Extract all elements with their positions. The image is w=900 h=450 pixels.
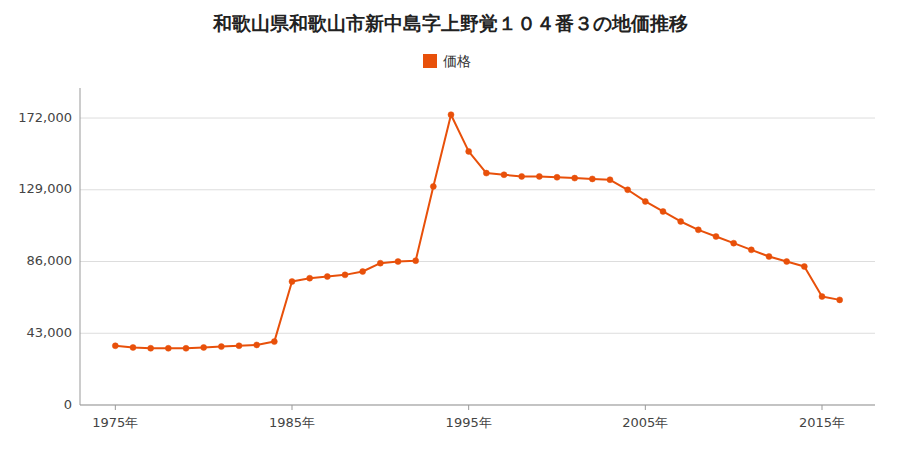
point [413,258,419,264]
y-tick-label: 172,000 [18,110,72,125]
point [748,247,754,253]
point [784,259,790,265]
point [324,274,330,280]
y-tick-label: 86,000 [27,253,73,268]
point [342,272,348,278]
grid-line [80,118,875,119]
point [837,297,843,303]
x-tick [115,405,116,410]
point [201,344,207,350]
point [130,344,136,350]
x-tick [822,405,823,410]
point [713,233,719,239]
y-tick-label: 129,000 [18,181,72,196]
point [448,112,454,118]
data-layer [112,112,842,352]
legend-swatch [423,54,437,68]
chart-svg: 和歌山県和歌山市新中島字上野覚１０４番３の地価推移 0 43,000 86,000 12… [0,0,900,450]
y-tick-labels: 0 43,000 86,000 129,000 172,000 [18,110,72,412]
point [112,343,118,349]
point [572,175,578,181]
chart-container: 和歌山県和歌山市新中島字上野覚１０４番３の地価推移 0 43,000 86,000 12… [0,0,900,450]
legend: 価格 [423,53,471,69]
grid-line [80,261,875,262]
point [183,345,189,351]
point [678,218,684,224]
point [236,343,242,349]
point [766,254,772,260]
point [360,269,366,275]
y-tick-label: 0 [64,397,72,412]
x-ticks: 1975年 1985年 1995年 2005年 2015年 [92,405,845,430]
point [519,173,525,179]
point [501,172,507,178]
point [483,170,489,176]
x-tick [468,405,469,410]
point [536,173,542,179]
point [554,174,560,180]
chart-title: 和歌山県和歌山市新中島字上野覚１０４番３の地価推移 [212,12,688,34]
point [289,279,295,285]
point [660,208,666,214]
point [819,294,825,300]
point [589,176,595,182]
point [148,345,154,351]
grid-line [80,405,875,406]
x-tick [645,405,646,410]
point [466,148,472,154]
x-tick-label: 1995年 [446,415,492,430]
point [695,227,701,233]
x-tick-label: 2015年 [799,415,845,430]
point [271,339,277,345]
line [115,115,839,349]
point [625,187,631,193]
point [254,342,260,348]
point [801,264,807,270]
x-tick-label: 1985年 [269,415,315,430]
point [430,183,436,189]
x-tick-label: 2005年 [622,415,668,430]
point [218,344,224,350]
x-axis-line [80,405,875,406]
point [731,240,737,246]
page: {"chart_data": { "type": "line", "title"… [0,0,900,450]
legend-label: 価格 [443,53,471,69]
grid-line [80,189,875,190]
point [642,198,648,204]
point [307,275,313,281]
x-tick [292,405,293,410]
y-axis-line [80,88,81,405]
grid-line [80,333,875,334]
y-tick-label: 43,000 [27,325,73,340]
point [165,345,171,351]
point [395,259,401,265]
point [607,177,613,183]
point [377,260,383,266]
x-tick-label: 1975年 [92,415,138,430]
